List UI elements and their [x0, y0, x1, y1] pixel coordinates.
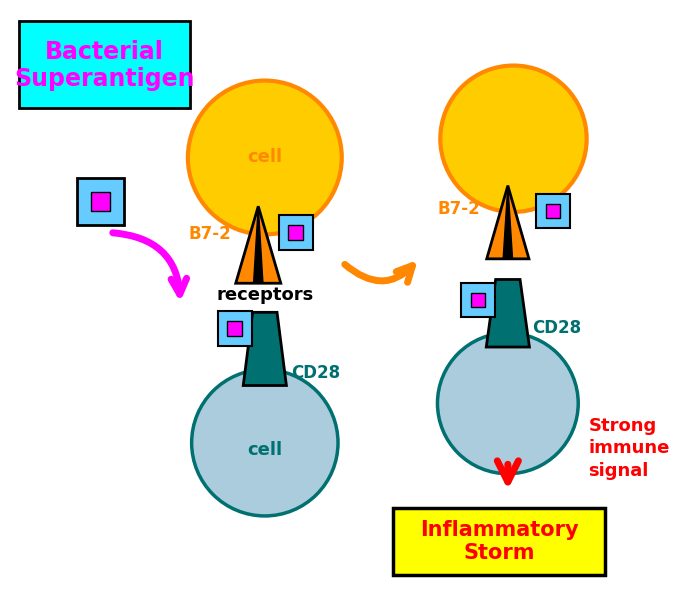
Polygon shape	[279, 215, 313, 250]
Text: Inflammatory
Storm: Inflammatory Storm	[420, 519, 579, 563]
FancyBboxPatch shape	[393, 509, 605, 575]
Polygon shape	[236, 207, 281, 283]
Polygon shape	[487, 185, 529, 259]
Polygon shape	[243, 312, 286, 385]
Polygon shape	[503, 185, 513, 259]
Text: cell: cell	[248, 442, 282, 459]
Circle shape	[440, 66, 587, 212]
Polygon shape	[218, 311, 252, 345]
Text: CD28: CD28	[291, 364, 340, 382]
Polygon shape	[254, 207, 263, 283]
Text: cell: cell	[248, 149, 282, 167]
Circle shape	[437, 333, 578, 474]
Polygon shape	[471, 293, 485, 307]
Circle shape	[188, 80, 342, 234]
Polygon shape	[228, 321, 242, 336]
Text: Bacterial
Superantigen: Bacterial Superantigen	[14, 40, 194, 91]
Circle shape	[192, 370, 338, 516]
Polygon shape	[91, 192, 110, 211]
Text: Strong
immune
signal: Strong immune signal	[589, 417, 670, 480]
Polygon shape	[460, 283, 495, 317]
Polygon shape	[536, 194, 570, 228]
FancyArrowPatch shape	[345, 265, 413, 282]
Polygon shape	[545, 204, 560, 218]
Text: CD28: CD28	[532, 320, 581, 337]
Text: receptors: receptors	[216, 286, 313, 304]
Polygon shape	[288, 225, 303, 240]
FancyArrowPatch shape	[113, 233, 186, 294]
Text: B7-2: B7-2	[438, 200, 481, 218]
Polygon shape	[486, 280, 530, 347]
Polygon shape	[78, 178, 124, 225]
Text: B7-2: B7-2	[188, 225, 231, 243]
FancyBboxPatch shape	[19, 22, 190, 108]
